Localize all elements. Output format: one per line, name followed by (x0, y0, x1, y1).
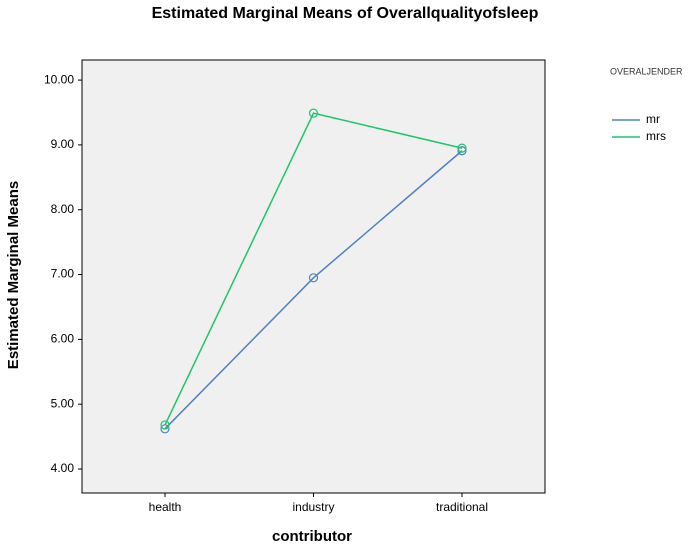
series-line (164, 150, 463, 430)
x-tick-label: traditional (436, 500, 488, 514)
y-tick-label: 4.00 (51, 461, 75, 475)
legend-title: OVERALJENDER (610, 66, 683, 76)
point-marker (308, 273, 319, 283)
point-marker (457, 143, 467, 153)
y-tick-label: 6.00 (51, 332, 75, 346)
series-line (164, 112, 463, 426)
point-marker (308, 108, 319, 118)
y-tick-label: 7.00 (51, 267, 75, 281)
legend-label: mr (646, 112, 660, 126)
point-marker (457, 146, 467, 156)
y-tick-label: 10.00 (44, 72, 74, 86)
y-axis-title: Estimated Marginal Means (5, 181, 22, 369)
y-tick-label: 9.00 (51, 137, 75, 151)
y-tick-label: 8.00 (51, 202, 75, 216)
legend-label: mrs (646, 129, 666, 143)
chart-title: Estimated Marginal Means of Overallquali… (152, 5, 539, 22)
y-tick-label: 5.00 (51, 396, 75, 410)
plot-area (81, 59, 546, 494)
x-tick-label: health (149, 500, 182, 514)
point-marker (160, 420, 170, 430)
x-axis-title: contributor (272, 528, 352, 545)
x-tick-label: industry (292, 500, 334, 514)
